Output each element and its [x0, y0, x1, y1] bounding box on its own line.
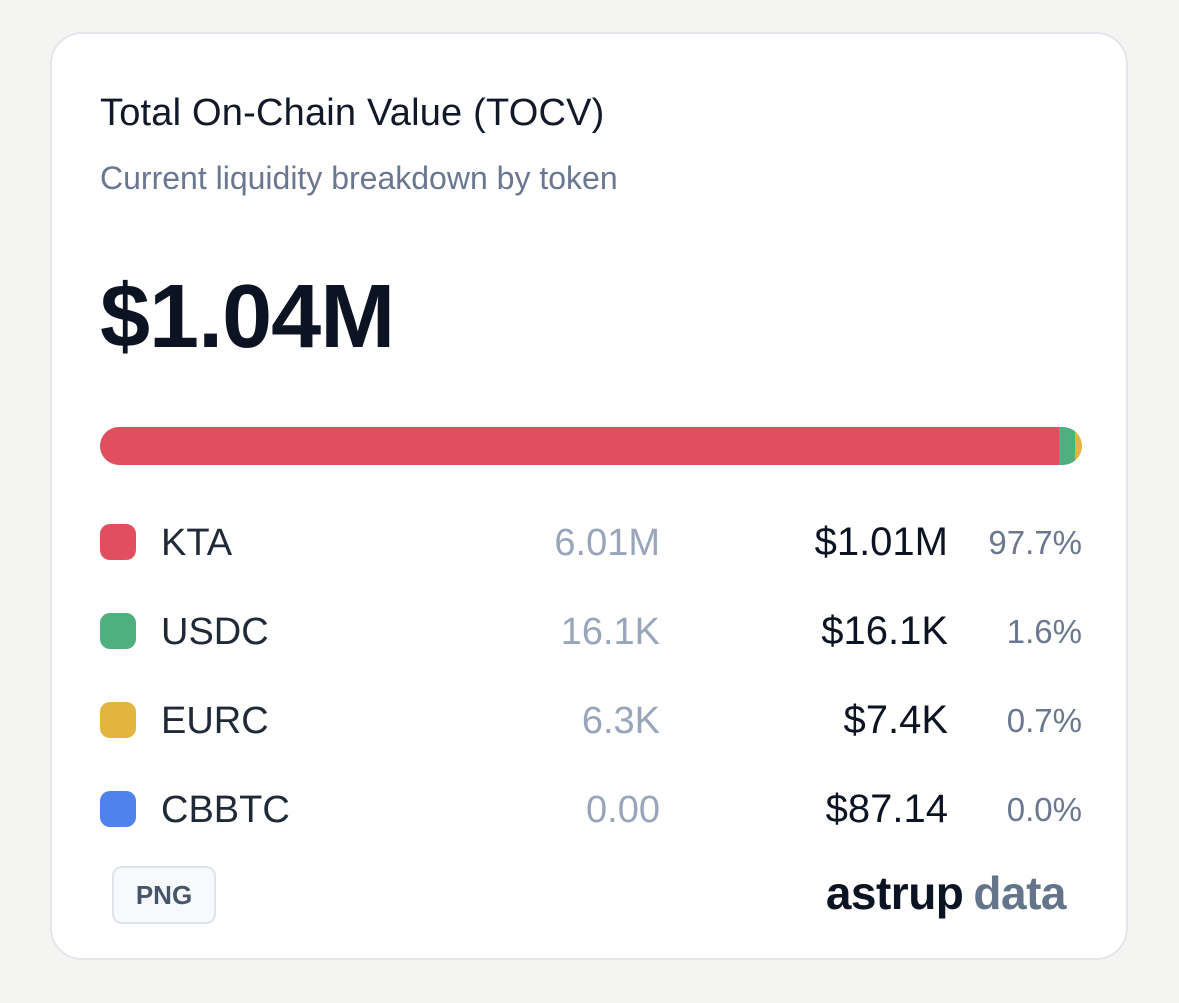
png-export-button[interactable]: PNG — [112, 866, 216, 924]
token-amount: 6.01M — [554, 522, 660, 564]
legend-row: EURC 6.3K $7.4K 0.7% — [100, 674, 1082, 763]
chart-title: Total On-Chain Value (TOCV) — [100, 92, 605, 134]
token-usd-value: $16.1K — [821, 609, 948, 653]
bar-segment-usdc — [1059, 427, 1076, 465]
token-name: CBBTC — [161, 789, 290, 831]
total-value: $1.04M — [100, 267, 395, 367]
legend-row: USDC 16.1K $16.1K 1.6% — [100, 585, 1082, 674]
bar-segment-kta — [100, 427, 1060, 465]
stacked-bar — [100, 427, 1082, 465]
token-usd-value: $87.14 — [825, 787, 948, 831]
token-percentage: 0.7% — [1006, 702, 1082, 739]
legend-row: KTA 6.01M $1.01M 97.7% — [100, 496, 1082, 585]
token-name: EURC — [161, 700, 269, 742]
token-percentage: 0.0% — [1006, 791, 1082, 828]
token-amount: 6.3K — [581, 700, 660, 742]
brand-secondary: data — [973, 867, 1066, 919]
token-name: KTA — [161, 522, 233, 564]
token-usd-value: $7.4K — [843, 698, 948, 742]
token-name: USDC — [161, 611, 269, 653]
brand-logo: astrup data — [825, 866, 1067, 920]
legend: KTA 6.01M $1.01M 97.7% USDC 16.1K $16.1K 1.6% EU… — [100, 496, 1082, 852]
bar-segment-eurc — [1075, 427, 1082, 465]
token-percentage: 97.7% — [988, 524, 1082, 561]
legend-row: CBBTC 0.00 $87.14 0.0% — [100, 763, 1082, 852]
legend-swatch — [100, 524, 136, 560]
legend-swatch — [100, 791, 136, 827]
token-percentage: 1.6% — [1006, 613, 1082, 650]
legend-swatch — [100, 613, 136, 649]
tocv-card: Total On-Chain Value (TOCV) Current liqu… — [50, 32, 1128, 960]
brand-primary: astrup — [825, 867, 964, 919]
token-amount: 0.00 — [586, 789, 660, 831]
chart-subtitle: Current liquidity breakdown by token — [100, 160, 618, 196]
token-usd-value: $1.01M — [814, 520, 948, 564]
legend-swatch — [100, 702, 136, 738]
token-amount: 16.1K — [560, 611, 660, 653]
